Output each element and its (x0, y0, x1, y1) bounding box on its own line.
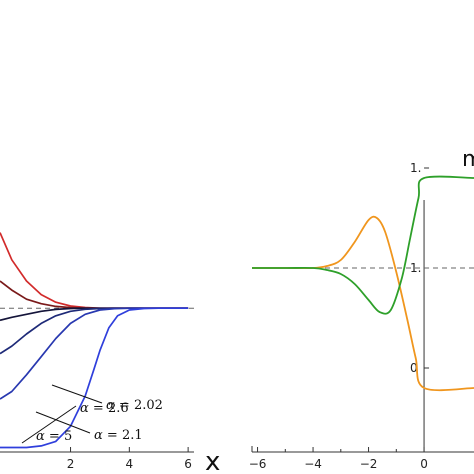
alpha-annotation-2: α = 2.6 (80, 401, 129, 416)
left-series-line-5 (0, 307, 189, 449)
alpha-annotation-0: α = 2.02 (106, 398, 163, 413)
alpha-symbol: α (106, 398, 115, 413)
right-panel: −6 −4 −2 01.1.0 m (249, 147, 474, 471)
left-x-tick-label: 6 (184, 457, 192, 471)
right-y-tick-label: 0 (410, 361, 418, 375)
alpha-symbol: α (36, 429, 45, 444)
left-series-line-0 (0, 232, 189, 310)
left-x-axis-label: x (205, 447, 220, 474)
right-series-line-1 (252, 175, 474, 315)
annotation-leader-line (35, 411, 91, 434)
annotation-leader-line (51, 384, 103, 404)
left-series (0, 232, 189, 449)
left-series-line-2 (0, 307, 189, 322)
alpha-symbol: α (94, 428, 103, 443)
alpha-value: = 2.1 (103, 428, 143, 443)
right-x-tick-label: −4 (304, 457, 322, 471)
alpha-annotation-3: α = 5 (36, 429, 72, 444)
left-series-line-1 (0, 280, 189, 310)
right-axis: −6 −4 −2 01.1.0 (249, 161, 474, 471)
alpha-value: = 5 (45, 429, 72, 444)
left-annotations: α = 2.02α = 2.1α = 2.6α = 5 (21, 384, 163, 444)
right-series (252, 175, 474, 392)
alpha-value: = 2.02 (115, 398, 163, 413)
right-y-axis-label: m (462, 147, 474, 172)
right-y-tick-label: 1. (410, 161, 421, 175)
alpha-annotation-1: α = 2.1 (94, 428, 143, 443)
annotation-leader-line (21, 405, 77, 444)
left-series-line-3 (0, 307, 189, 355)
right-series-line-0 (252, 215, 474, 392)
left-series-line-4 (0, 307, 189, 400)
right-x-tick-label: −6 (249, 457, 267, 471)
right-x-tick-label: −2 (360, 457, 378, 471)
alpha-symbol: α (80, 401, 89, 416)
left-axis: 2 4 6 (0, 447, 194, 471)
left-x-tick-label: 2 (67, 457, 75, 471)
alpha-value: = 2.6 (89, 401, 129, 416)
right-x-tick-label: 0 (420, 457, 428, 471)
left-x-tick-label: 4 (126, 457, 134, 471)
